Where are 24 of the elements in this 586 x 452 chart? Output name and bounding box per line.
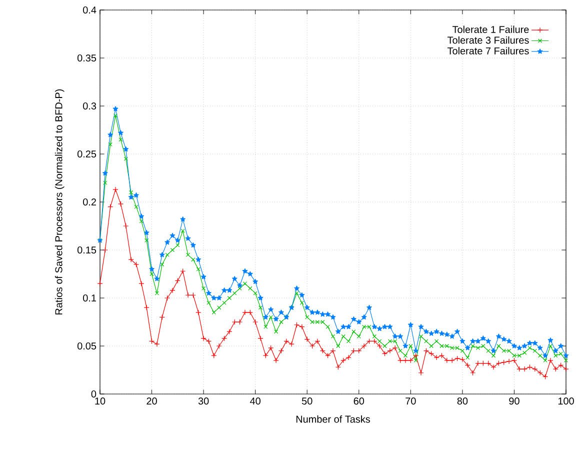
y-tick-label: 0.05	[77, 342, 96, 350]
y-tick-label: 0.35	[77, 54, 96, 62]
x-tick-label: 90	[509, 398, 520, 405]
x-tick-label: 60	[354, 398, 364, 405]
x-tick-label: 40	[250, 398, 260, 405]
x-axis-title: Number of Tasks	[296, 415, 370, 423]
x-tick-label: 100	[558, 398, 574, 405]
y-tick-label: 0.25	[77, 150, 96, 158]
x-tick-label: 50	[302, 398, 312, 405]
y-tick-label: 0.1	[83, 294, 96, 302]
legend-label: Tolerate 7 Failures	[448, 47, 529, 54]
x-tick-label: 10	[95, 398, 106, 405]
legend-label: Tolerate 1 Failure	[452, 26, 529, 34]
y-tick-label: 0.3	[83, 102, 96, 110]
y-axis-title: Ratios of Saved Processors (Normalized to BFD-P)	[54, 89, 64, 314]
y-tick-label: 0.2	[83, 198, 96, 206]
x-tick-label: 70	[406, 398, 416, 405]
x-tick-label: 20	[146, 398, 157, 405]
y-tick-label: 0.15	[77, 246, 96, 254]
y-tick-label: 0.4	[83, 6, 96, 14]
x-tick-label: 80	[457, 398, 468, 405]
y-tick-label: 0	[91, 390, 96, 398]
x-tick-label: 30	[198, 398, 209, 405]
legend-label: Tolerate 3 Failures	[448, 36, 529, 44]
